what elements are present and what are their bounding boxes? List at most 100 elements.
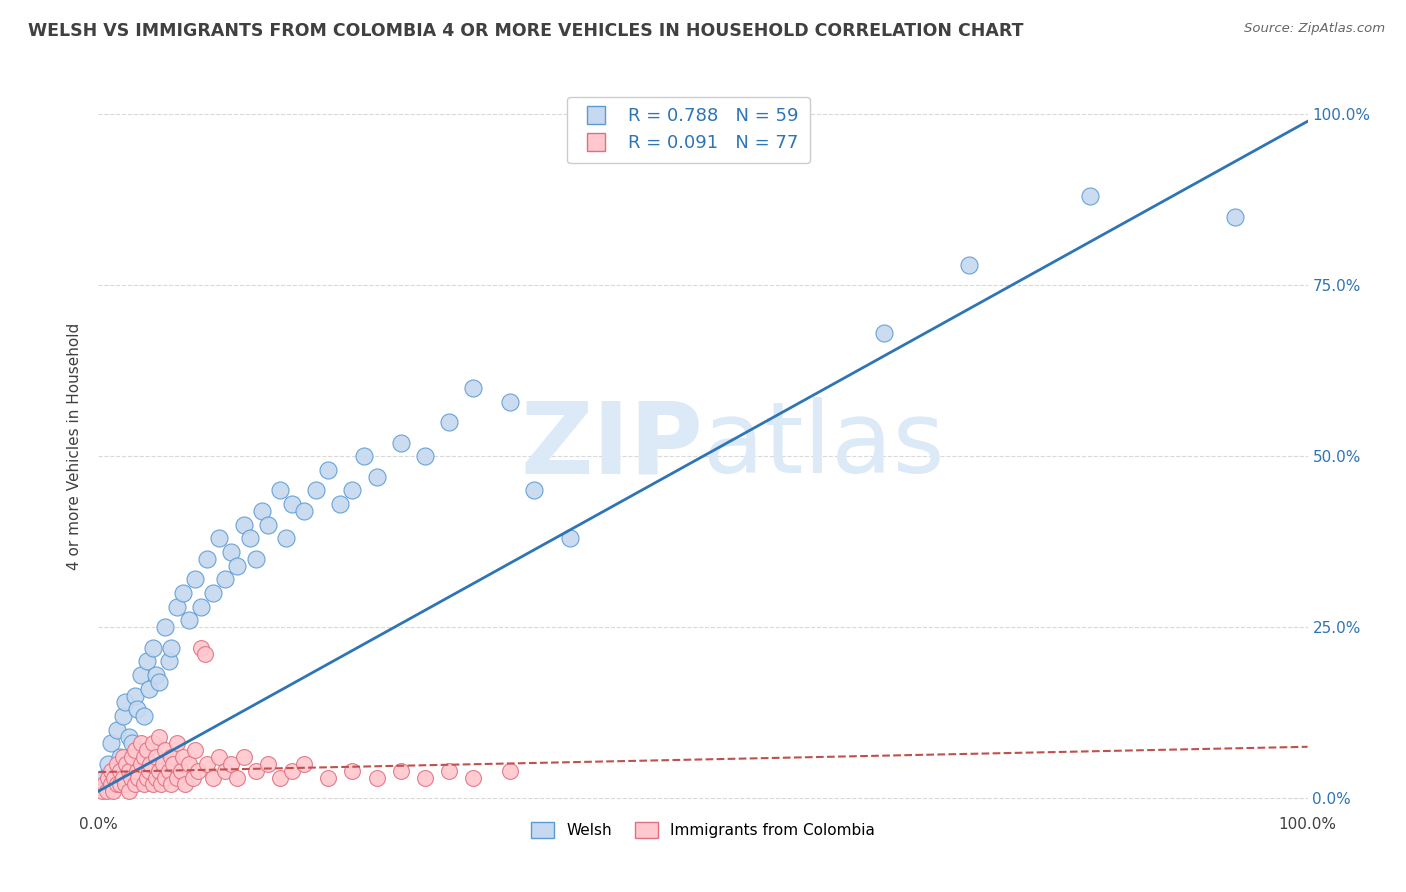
Point — [169, 764, 191, 778]
Legend: Welsh, Immigrants from Colombia: Welsh, Immigrants from Colombia — [524, 816, 882, 845]
Point — [111, 771, 134, 785]
Point — [179, 756, 201, 771]
Point — [166, 771, 188, 785]
Point — [139, 756, 162, 771]
Point — [129, 736, 152, 750]
Point — [108, 764, 131, 778]
Point — [129, 756, 152, 771]
Point — [274, 531, 297, 545]
Point — [124, 777, 146, 791]
Point — [153, 620, 176, 634]
Point — [437, 415, 460, 429]
Point — [256, 756, 278, 771]
Point — [129, 668, 152, 682]
Point — [103, 771, 125, 785]
Point — [1223, 210, 1246, 224]
Point — [873, 326, 896, 341]
Point — [115, 756, 138, 771]
Point — [134, 709, 156, 723]
Point — [152, 756, 174, 771]
Y-axis label: 4 or more Vehicles in Household: 4 or more Vehicles in Household — [67, 322, 83, 570]
Point — [232, 517, 254, 532]
Point — [214, 572, 236, 586]
Point — [316, 463, 339, 477]
Point — [142, 736, 165, 750]
Point — [269, 771, 291, 785]
Point — [134, 750, 156, 764]
Point — [202, 771, 225, 785]
Point — [256, 517, 278, 532]
Point — [292, 756, 315, 771]
Point — [342, 483, 364, 498]
Point — [153, 743, 176, 757]
Point — [498, 764, 520, 778]
Point — [101, 764, 124, 778]
Point — [437, 764, 460, 778]
Point — [281, 764, 304, 778]
Point — [135, 771, 157, 785]
Point — [208, 531, 231, 545]
Text: ZIP: ZIP — [520, 398, 703, 494]
Point — [153, 771, 176, 785]
Point — [121, 750, 143, 764]
Point — [93, 771, 115, 785]
Point — [160, 777, 183, 791]
Point — [194, 648, 217, 662]
Point — [148, 764, 170, 778]
Point — [135, 654, 157, 668]
Text: WELSH VS IMMIGRANTS FROM COLOMBIA 4 OR MORE VEHICLES IN HOUSEHOLD CORRELATION CH: WELSH VS IMMIGRANTS FROM COLOMBIA 4 OR M… — [28, 22, 1024, 40]
Point — [118, 730, 141, 744]
Point — [111, 750, 134, 764]
Point — [105, 756, 128, 771]
Point — [97, 771, 120, 785]
Point — [250, 504, 273, 518]
Point — [281, 497, 304, 511]
Point — [93, 777, 115, 791]
Point — [179, 613, 201, 627]
Point — [160, 640, 183, 655]
Point — [184, 572, 207, 586]
Point — [157, 654, 180, 668]
Point — [353, 449, 375, 463]
Point — [148, 674, 170, 689]
Point — [114, 777, 136, 791]
Point — [145, 668, 167, 682]
Point — [162, 756, 184, 771]
Point — [145, 771, 167, 785]
Point — [100, 764, 122, 778]
Point — [523, 483, 546, 498]
Point — [91, 784, 114, 798]
Point — [101, 784, 124, 798]
Point — [413, 449, 436, 463]
Point — [160, 750, 183, 764]
Point — [226, 771, 249, 785]
Point — [195, 756, 218, 771]
Point — [172, 750, 194, 764]
Point — [389, 435, 412, 450]
Point — [463, 381, 485, 395]
Point — [292, 504, 315, 518]
Point — [121, 736, 143, 750]
Point — [127, 771, 149, 785]
Point — [221, 756, 243, 771]
Point — [118, 784, 141, 798]
Point — [138, 764, 160, 778]
Point — [174, 777, 197, 791]
Point — [114, 695, 136, 709]
Point — [142, 777, 165, 791]
Point — [305, 483, 328, 498]
Point — [145, 750, 167, 764]
Text: Source: ZipAtlas.com: Source: ZipAtlas.com — [1244, 22, 1385, 36]
Point — [190, 599, 212, 614]
Point — [342, 764, 364, 778]
Point — [329, 497, 352, 511]
Point — [127, 764, 149, 778]
Point — [202, 586, 225, 600]
Point — [138, 681, 160, 696]
Point — [127, 702, 149, 716]
Point — [366, 469, 388, 483]
Point — [150, 777, 173, 791]
Point — [105, 723, 128, 737]
Point — [111, 709, 134, 723]
Point — [166, 736, 188, 750]
